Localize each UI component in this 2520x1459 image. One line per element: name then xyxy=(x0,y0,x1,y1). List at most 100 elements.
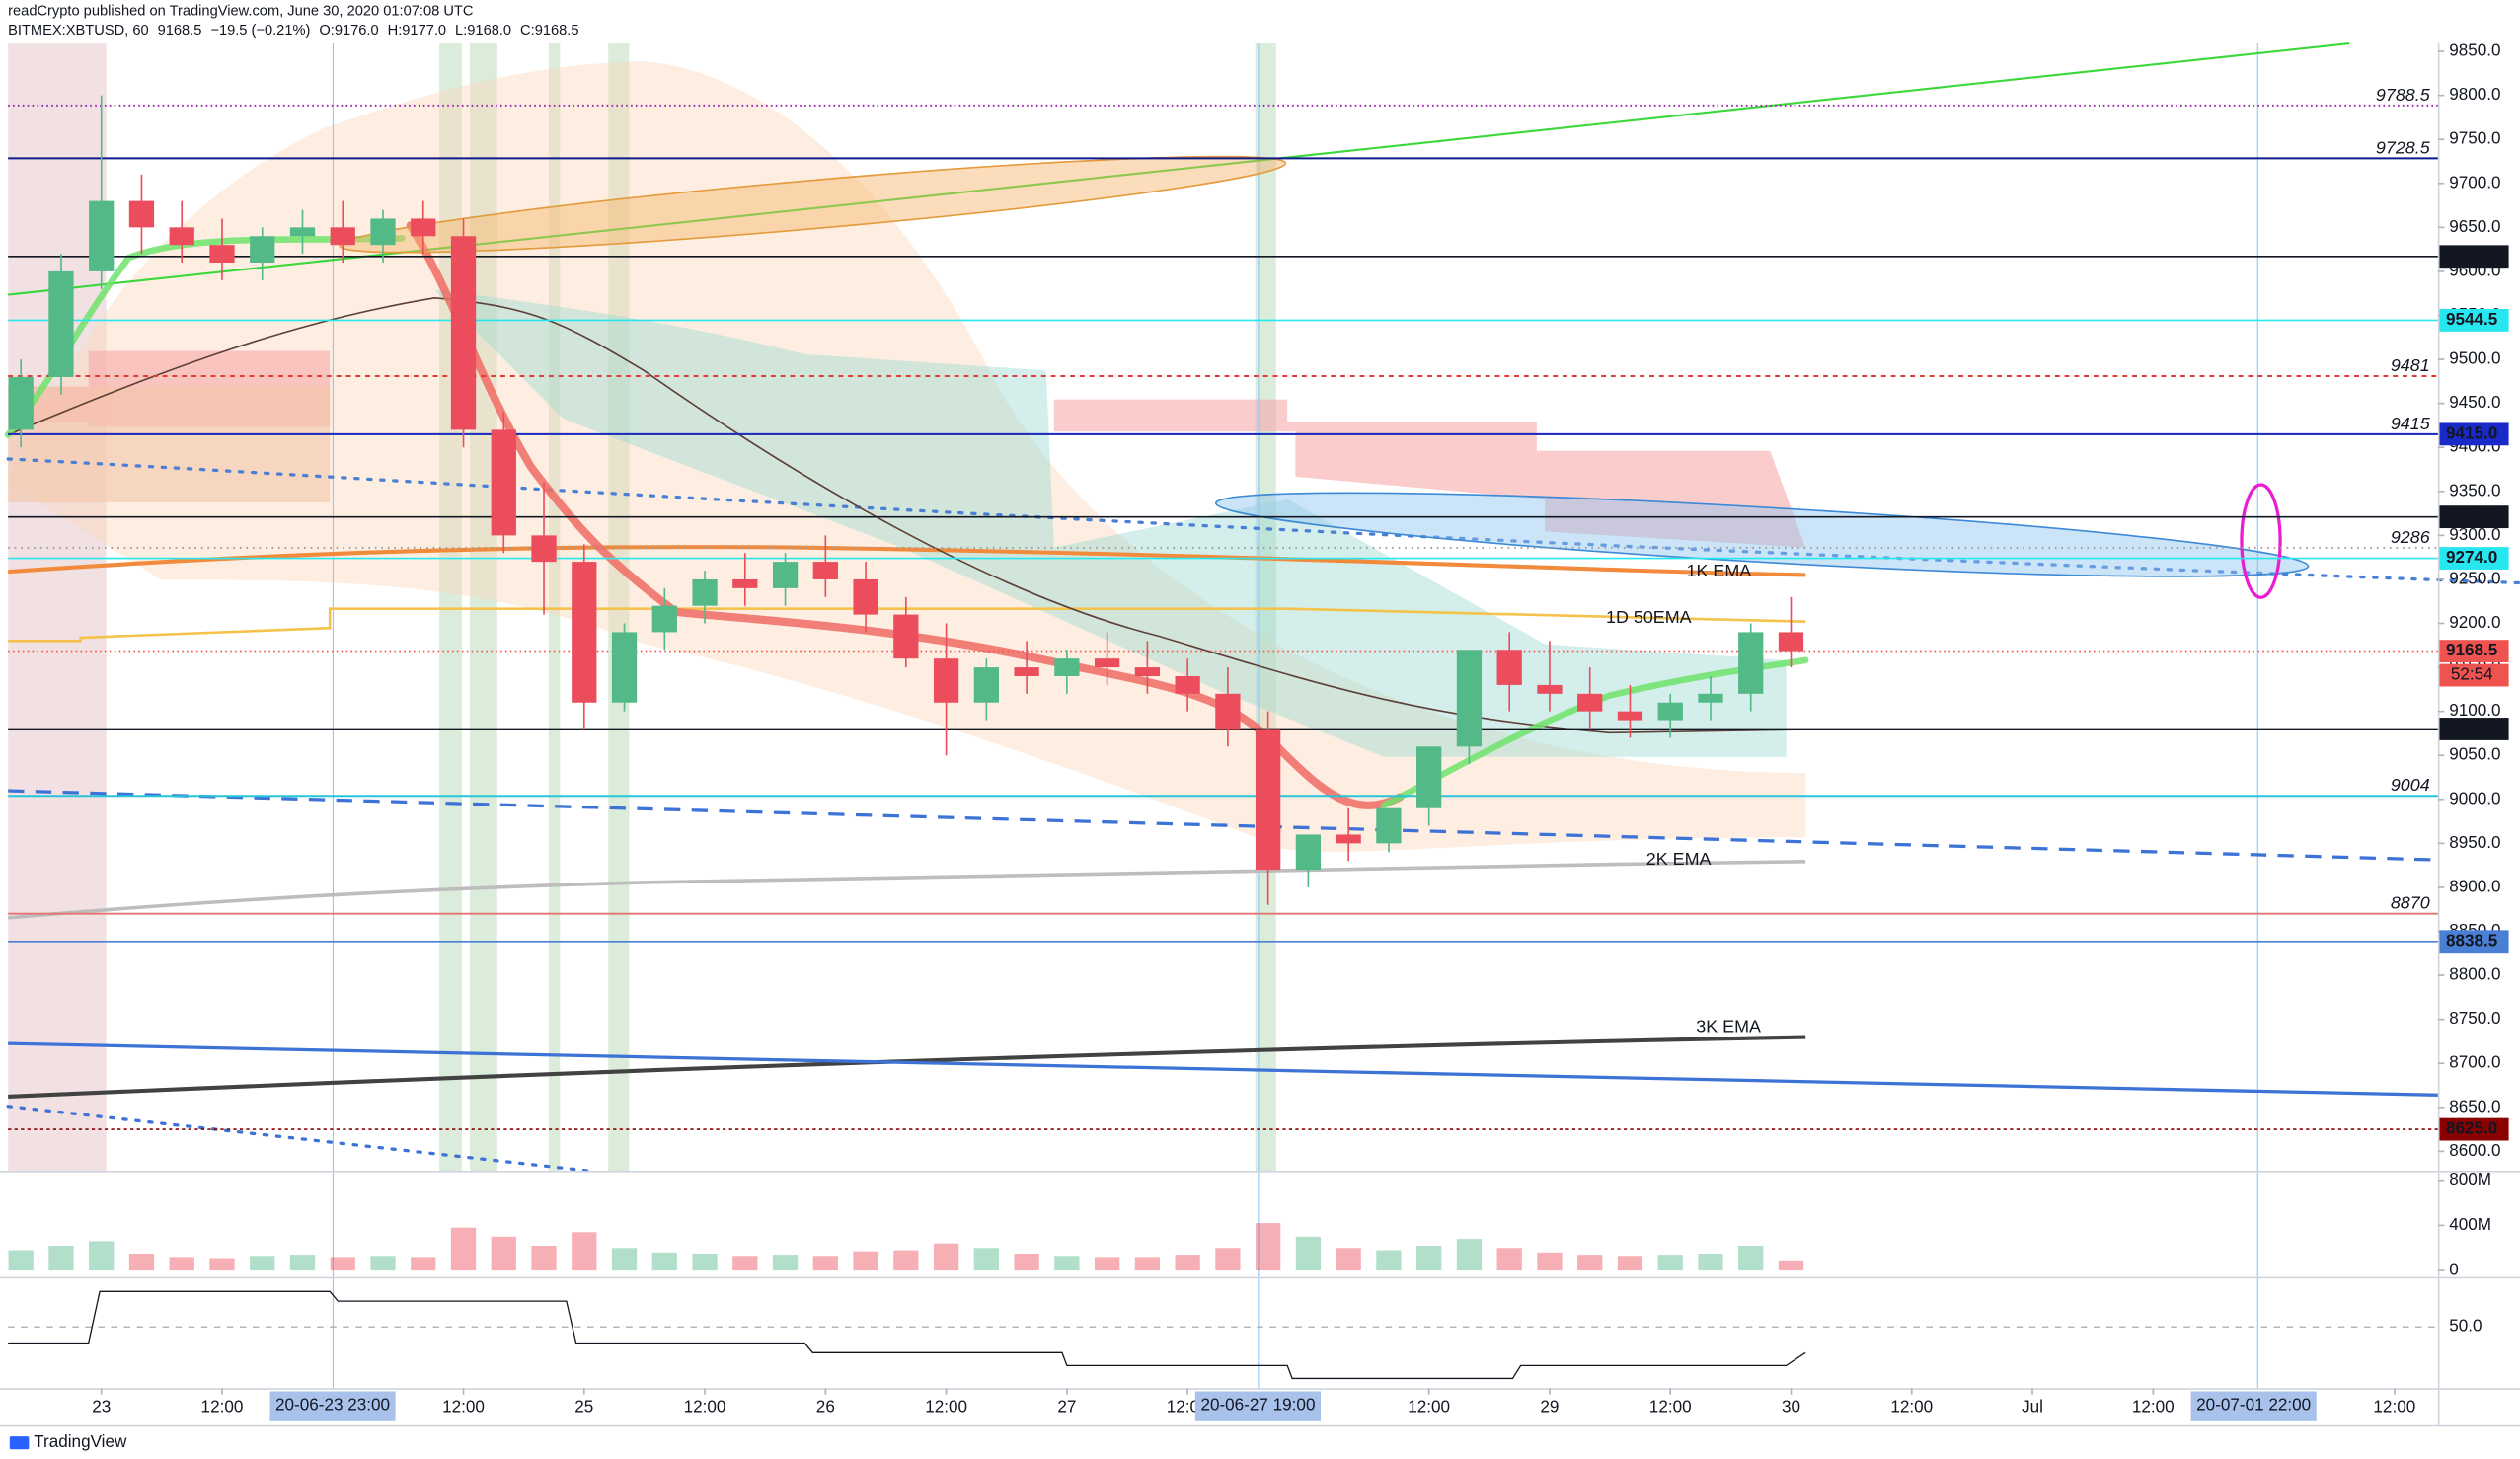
x-tick-label: 12:00 xyxy=(1890,1397,1933,1416)
volume-bar xyxy=(411,1257,436,1271)
volume-bar xyxy=(450,1227,477,1271)
volume-bar xyxy=(491,1236,516,1271)
volume-bar xyxy=(89,1241,115,1271)
candle-body xyxy=(1496,650,1522,685)
volume-bar xyxy=(1256,1223,1281,1271)
candle-body xyxy=(89,200,115,271)
candle-body xyxy=(1698,693,1723,703)
candle-body xyxy=(893,614,919,659)
y-tick-label: 50.0 xyxy=(2449,1317,2482,1336)
y-tick-label: 9750.0 xyxy=(2449,129,2500,148)
y-tick-label: 8650.0 xyxy=(2449,1097,2500,1115)
volume-bar xyxy=(1054,1256,1080,1271)
y-tick-label: 9700.0 xyxy=(2449,173,2500,192)
volume-bar xyxy=(169,1257,194,1271)
crosshair-box xyxy=(1194,1391,1322,1421)
ohlc: L:9168.0 xyxy=(455,23,511,38)
candle-body xyxy=(1577,693,1603,712)
level-label: 8870 xyxy=(2391,893,2430,913)
y-tick-label: 9250.0 xyxy=(2449,569,2500,587)
x-tick-label: 12:00 xyxy=(1649,1397,1692,1416)
volume-bar xyxy=(531,1245,557,1271)
level-box xyxy=(2439,930,2509,954)
volume-bar xyxy=(692,1253,718,1271)
level-label: 9274.0 xyxy=(2446,548,2497,567)
candle-body xyxy=(1295,834,1322,871)
level-box xyxy=(2439,422,2509,446)
level-label: 8838.5 xyxy=(2446,931,2498,950)
volume-bar xyxy=(1657,1255,1683,1271)
candle-body xyxy=(1376,807,1402,844)
level-box xyxy=(2439,718,2509,740)
candle-body xyxy=(1054,658,1080,676)
volume-bar xyxy=(1376,1250,1402,1271)
y-tick-label: 8700.0 xyxy=(2449,1053,2500,1072)
y-tick-label: 9800.0 xyxy=(2449,85,2500,104)
x-tick-label: 12:00 xyxy=(2132,1397,2175,1416)
volume-bar xyxy=(289,1255,316,1271)
x-tick-label: 12:00 xyxy=(1408,1397,1450,1416)
candle-body xyxy=(250,236,275,264)
crosshair-label: 20-06-27 19:00 xyxy=(1200,1396,1315,1415)
candle-body xyxy=(1456,650,1483,747)
logo xyxy=(9,1436,30,1450)
y-tick-label: 9650.0 xyxy=(2449,217,2500,236)
candle-body xyxy=(1778,632,1804,652)
candle-body xyxy=(1094,658,1120,668)
volume-bar xyxy=(1537,1252,1563,1271)
volume-bar xyxy=(973,1248,999,1271)
annotation: 1K EMA xyxy=(1687,561,1752,580)
level-box xyxy=(2439,640,2509,663)
level-label: 9788.5 xyxy=(2376,85,2431,105)
level-label: 9168.5 xyxy=(2446,641,2498,659)
y-tick-label: 8600.0 xyxy=(2449,1141,2500,1160)
volume-bar xyxy=(572,1232,597,1271)
y-tick-label: 8950.0 xyxy=(2449,833,2500,852)
volume-bar xyxy=(1456,1239,1483,1271)
candle-body xyxy=(692,578,718,606)
volume-bar xyxy=(8,1250,34,1271)
countdown-box xyxy=(2439,663,2509,687)
level-label: 9415 xyxy=(2391,414,2431,433)
candle-body xyxy=(732,578,758,588)
candle-body xyxy=(209,245,235,264)
candle-body xyxy=(1657,702,1683,721)
x-tick-label: 25 xyxy=(574,1397,593,1416)
volume-bar xyxy=(611,1248,638,1271)
candle-body xyxy=(531,535,557,563)
candle-body xyxy=(128,200,155,228)
y-tick-label: 9100.0 xyxy=(2449,701,2500,720)
volume-bar xyxy=(1577,1255,1603,1271)
volume-bar xyxy=(209,1258,235,1271)
candle-body xyxy=(289,227,316,237)
indicator-line xyxy=(8,1290,1806,1380)
level-box xyxy=(2439,245,2509,269)
ellipse-annotation xyxy=(1214,492,2310,577)
y-tick-label: 9350.0 xyxy=(2449,481,2500,499)
candle-body xyxy=(1617,711,1643,721)
volume-bar xyxy=(1778,1260,1804,1271)
volume-bar xyxy=(330,1257,355,1271)
volume-bar xyxy=(1738,1245,1764,1271)
volume-bar xyxy=(250,1256,275,1271)
y-tick-label: 9050.0 xyxy=(2449,745,2500,764)
y-tick-label: 800M xyxy=(2449,1170,2491,1189)
footer: TradingView xyxy=(34,1432,127,1451)
change: −19.5 (−0.21%) xyxy=(210,23,310,38)
pane-borders xyxy=(0,43,2520,1427)
volume-bar xyxy=(1496,1248,1522,1271)
crosshair-label: 20-06-23 23:00 xyxy=(275,1396,390,1415)
y-tick-label: 8900.0 xyxy=(2449,877,2500,895)
volume-bar xyxy=(1336,1248,1361,1271)
countdown: 52:54 xyxy=(2451,665,2493,684)
x-tick-label: 12:00 xyxy=(925,1397,967,1416)
volume-bar xyxy=(1094,1257,1120,1271)
y-tick-label: 0 xyxy=(2449,1261,2459,1279)
volume-bar xyxy=(1175,1255,1200,1271)
volume-bar xyxy=(812,1256,838,1271)
candle-body xyxy=(450,236,477,430)
x-tick-label: 12:00 xyxy=(442,1397,485,1416)
level-box xyxy=(2439,1117,2509,1141)
